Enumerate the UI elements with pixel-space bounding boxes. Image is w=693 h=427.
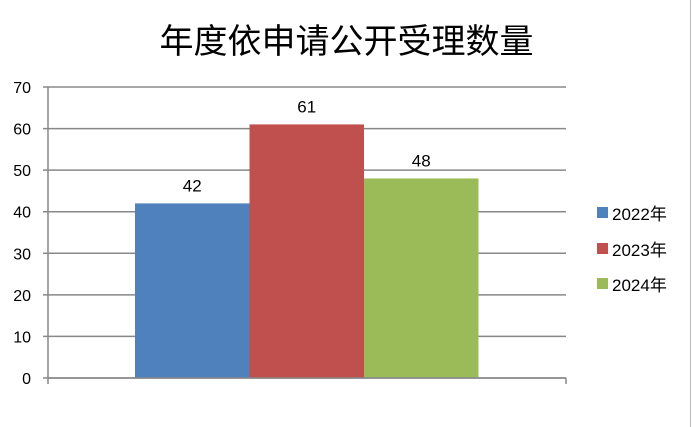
legend-label: 2024年 (612, 276, 667, 295)
y-tick-label: 50 (13, 163, 31, 180)
legend-item-2024: 2024年 (597, 271, 667, 296)
y-tick-label: 10 (13, 329, 31, 346)
y-tick-label: 20 (13, 288, 31, 305)
y-tick-label: 40 (13, 205, 31, 222)
chart-border (690, 0, 691, 427)
legend-label: 2022年 (612, 205, 667, 224)
y-tick-label: 0 (22, 371, 31, 388)
bar-2023年 (249, 124, 364, 379)
data-label: 48 (412, 151, 431, 170)
legend-label: 2023年 (612, 241, 667, 260)
bar-2024年 (364, 178, 479, 378)
y-tick-label: 30 (13, 246, 31, 263)
data-label: 61 (297, 97, 316, 116)
y-tick-label: 60 (13, 122, 31, 139)
chart-title: 年度依申请公开受理数量 (159, 22, 534, 62)
bar-2022年 (135, 203, 250, 378)
legend-swatch (597, 278, 608, 289)
data-label: 42 (183, 176, 202, 195)
legend-item-2023: 2023年 (597, 236, 667, 261)
legend-swatch (597, 207, 608, 218)
legend-item-2022: 2022年 (597, 200, 667, 225)
legend-swatch (597, 243, 608, 254)
y-tick-label: 70 (13, 80, 31, 97)
